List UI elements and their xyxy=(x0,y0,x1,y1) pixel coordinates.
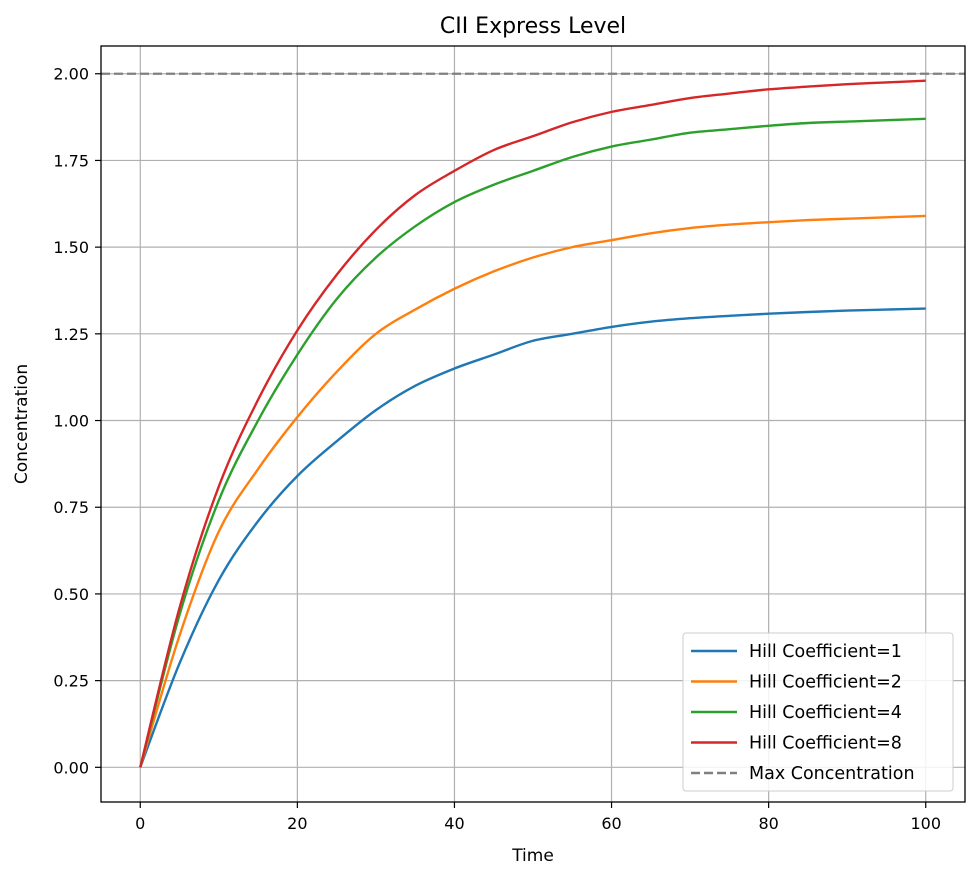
x-tick-label: 80 xyxy=(758,814,778,833)
y-tick-label: 1.25 xyxy=(53,325,89,344)
legend-label: Max Concentration xyxy=(749,764,915,784)
series-line-2 xyxy=(139,214,926,768)
x-tick-label: 60 xyxy=(601,814,621,833)
y-axis-label: Concentration xyxy=(12,364,32,484)
y-tick-label: 1.75 xyxy=(53,151,89,170)
legend: Hill Coefficient=1 Hill Coefficient=2 Hill… xyxy=(682,632,954,792)
x-axis-ticks: 0 20 40 60 80 100 xyxy=(135,802,941,833)
legend-label: Hill Coefficient=2 xyxy=(749,673,902,693)
y-axis-ticks: 0.00 0.25 0.50 0.75 1.00 1.25 1.50 1.75 2.00 xyxy=(53,65,101,777)
x-tick-label: 100 xyxy=(910,814,941,833)
y-tick-label: 0.50 xyxy=(53,585,89,604)
legend-label: Hill Coefficient=8 xyxy=(749,734,902,754)
y-tick-label: 0.25 xyxy=(53,672,89,691)
x-tick-label: 0 xyxy=(135,814,145,833)
y-tick-label: 0.75 xyxy=(53,498,89,517)
y-tick-label: 1.50 xyxy=(53,238,89,257)
legend-label: Hill Coefficient=1 xyxy=(749,642,902,662)
y-tick-label: 2.00 xyxy=(53,65,89,84)
legend-label: Hill Coefficient=4 xyxy=(749,703,902,723)
series-lines xyxy=(139,79,926,768)
x-tick-label: 20 xyxy=(287,814,307,833)
y-tick-label: 1.00 xyxy=(53,412,89,431)
series-line-4 xyxy=(139,79,926,768)
grid xyxy=(101,46,965,802)
series-line-3 xyxy=(139,117,926,768)
y-tick-label: 0.00 xyxy=(53,758,89,777)
plot-frame xyxy=(100,45,966,803)
chart-title: CII Express Level xyxy=(440,14,626,39)
series-line-1 xyxy=(139,307,926,768)
x-axis-label: Time xyxy=(511,846,554,866)
x-tick-label: 40 xyxy=(444,814,464,833)
legend-box xyxy=(682,632,954,792)
